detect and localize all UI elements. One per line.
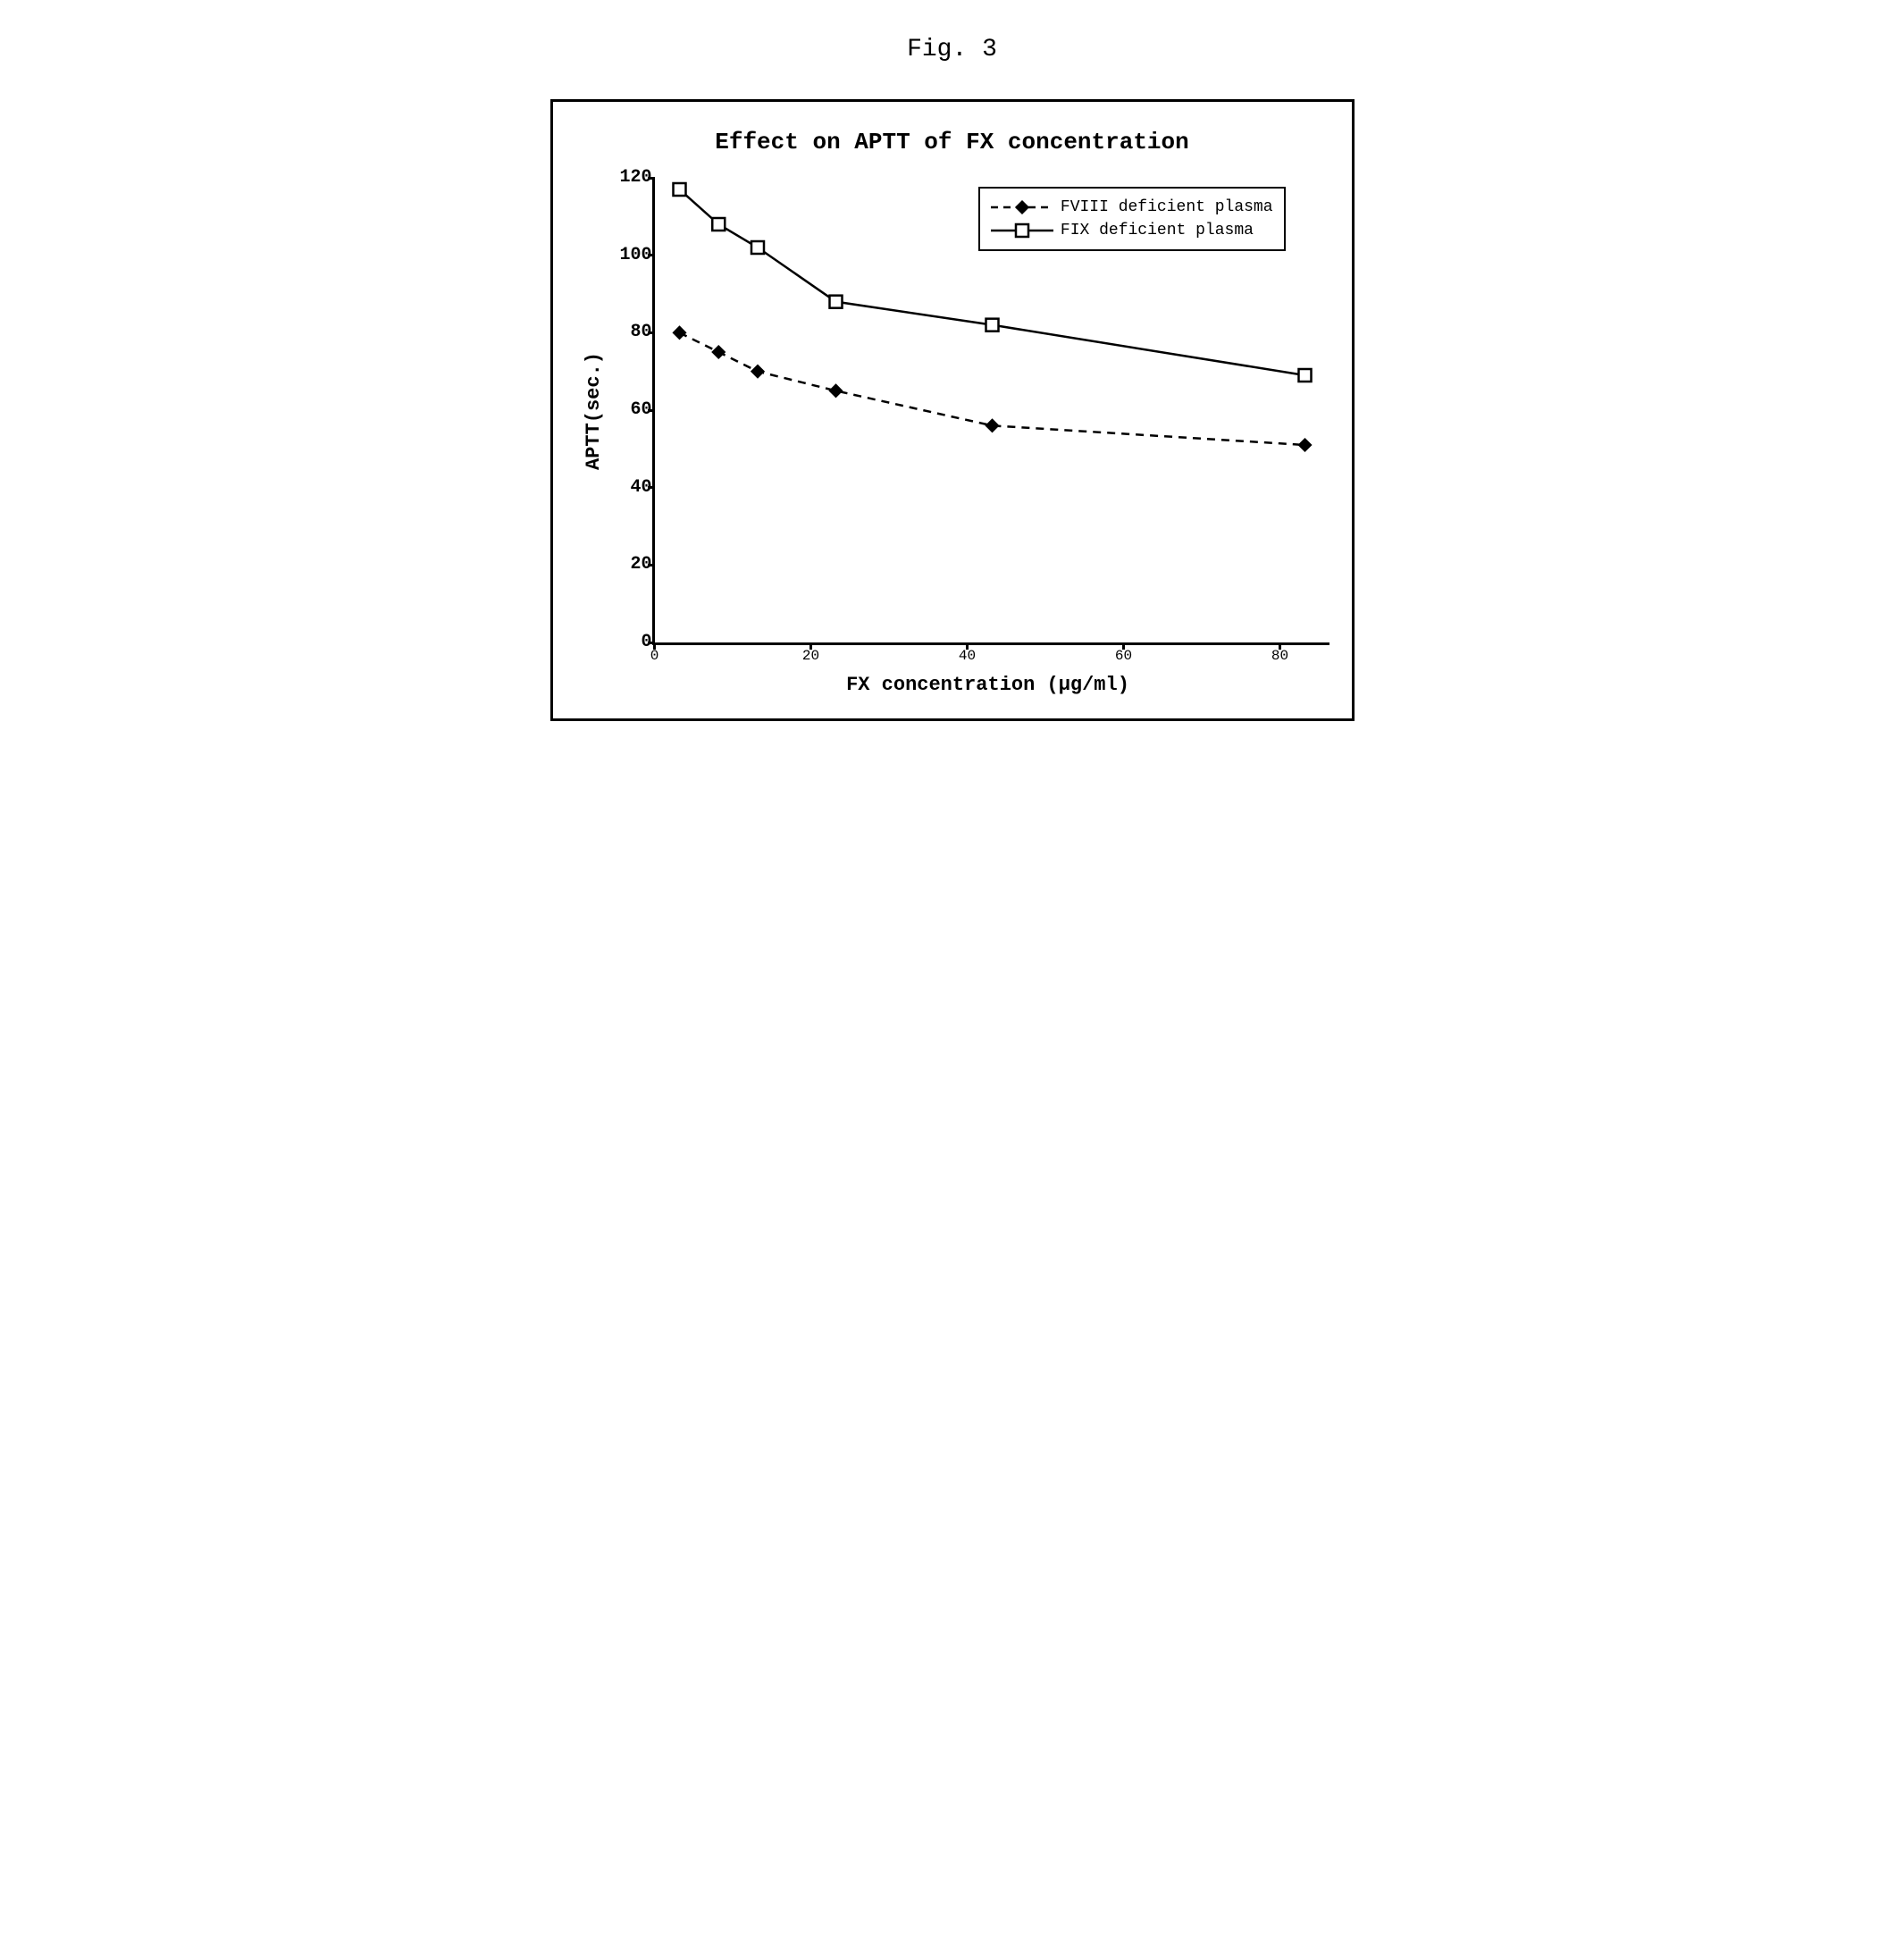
x-tick-label: 0: [650, 648, 659, 664]
x-tick-label: 20: [802, 648, 819, 664]
y-tick-mark: [648, 564, 655, 567]
figure-wrapper: Fig. 3 Effect on APTT of FX concentratio…: [550, 36, 1355, 721]
figure-label: Fig. 3: [550, 36, 1355, 63]
series-marker: [751, 241, 764, 254]
y-tick-mark: [648, 486, 655, 489]
x-tick-label: 80: [1271, 648, 1288, 664]
legend-label: FIX deficient plasma: [1061, 222, 1254, 239]
chart-outer-border: Effect on APTT of FX concentration APTT(…: [550, 99, 1355, 721]
series-marker: [751, 365, 764, 378]
legend-row: FIX deficient plasma: [991, 219, 1273, 242]
y-tick-mark: [648, 409, 655, 412]
y-axis-label: APTT(sec.): [575, 352, 605, 470]
series-marker: [1298, 369, 1311, 382]
series-marker: [986, 419, 998, 432]
legend-row: FVIII deficient plasma: [991, 196, 1273, 219]
series-marker: [829, 384, 842, 397]
y-tick-mark: [648, 254, 655, 256]
x-tick-label: 40: [959, 648, 976, 664]
legend: FVIII deficient plasma FIX deficient plas…: [978, 187, 1286, 251]
y-tick-mark: [648, 332, 655, 334]
series-marker: [829, 296, 842, 308]
series-marker: [986, 319, 998, 332]
legend-label: FVIII deficient plasma: [1061, 198, 1273, 216]
legend-swatch: [991, 222, 1053, 239]
plot-area: FVIII deficient plasma FIX deficient plas…: [652, 178, 1329, 645]
x-axis-label: FX concentration (μg/ml): [647, 674, 1329, 696]
series-marker: [673, 183, 685, 196]
chart-title: Effect on APTT of FX concentration: [575, 129, 1329, 155]
series-marker: [1298, 439, 1311, 451]
series-marker: [673, 326, 685, 339]
legend-swatch: [991, 198, 1053, 216]
x-tick-label: 60: [1115, 648, 1132, 664]
series-marker: [712, 218, 725, 231]
y-axis-ticks: 020406080100120: [605, 178, 652, 642]
plot-container: APTT(sec.) 020406080100120 FVIII deficie…: [575, 178, 1329, 645]
series-marker: [712, 346, 725, 358]
y-tick-mark: [648, 177, 655, 180]
